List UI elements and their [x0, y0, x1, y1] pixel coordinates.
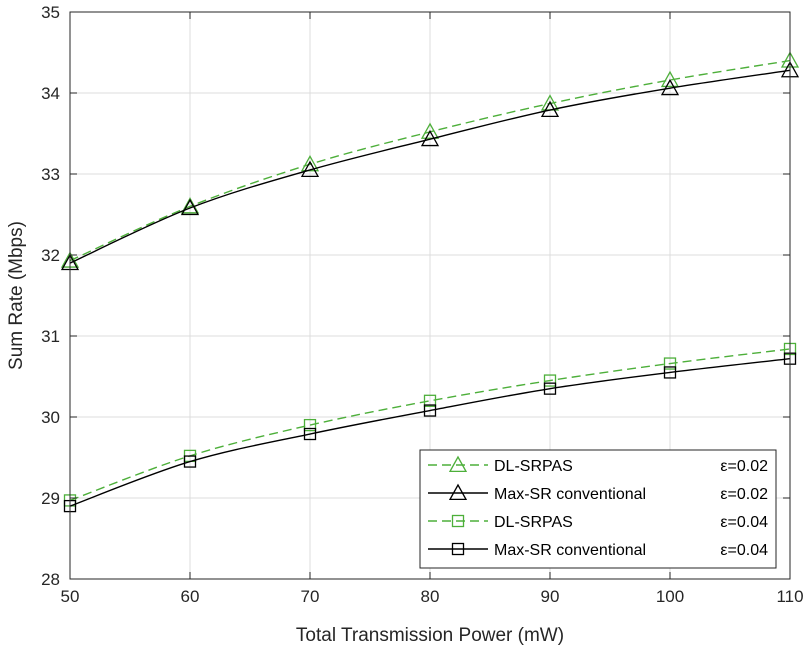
x-tick-label: 110 [776, 587, 803, 606]
legend-item: DL-SRPAS ε=0.02 [428, 455, 768, 475]
series-2 [60, 60, 800, 271]
y-tick-label: 28 [41, 570, 60, 589]
data-point [303, 427, 317, 441]
data-point [183, 455, 197, 468]
data-point [300, 154, 320, 172]
data-point [663, 357, 677, 370]
data-point [423, 404, 437, 417]
y-axis-title: Sum Rate (Mbps) [6, 221, 27, 370]
x-tick-label: 70 [301, 587, 320, 606]
x-tick-label: 90 [541, 587, 560, 606]
legend-marker [451, 514, 465, 528]
data-point [660, 70, 680, 88]
series-line [69, 69, 791, 264]
data-point [543, 382, 557, 395]
data-point [420, 129, 440, 147]
y-tick-label: 33 [41, 165, 60, 184]
data-point [540, 100, 560, 118]
y-tick-label: 32 [41, 246, 60, 265]
legend-item: Max-SR conventional ε=0.02 [428, 483, 768, 503]
data-point [423, 394, 437, 407]
y-tick-label: 35 [41, 3, 60, 22]
series-line [69, 357, 791, 507]
legend-epsilon: ε=0.02 [720, 486, 768, 503]
legend-epsilon: ε=0.04 [720, 542, 768, 559]
legend-item: Max-SR conventional ε=0.04 [428, 542, 768, 559]
legend-label: DL-SRPAS [494, 458, 573, 475]
legend-item: DL-SRPAS ε=0.04 [428, 514, 768, 531]
axis-ticks: 50 60 70 80 90 100 110 28 29 30 31 32 33 34 35 [41, 3, 803, 606]
data-point [300, 160, 320, 178]
legend-label: DL-SRPAS [494, 514, 573, 531]
y-tick-label: 31 [41, 327, 60, 346]
y-tick-label: 29 [41, 489, 60, 508]
y-tick-label: 34 [41, 84, 60, 103]
data-point [663, 366, 677, 379]
legend-label: Max-SR conventional [494, 486, 646, 503]
legend-label: Max-SR conventional [494, 542, 646, 559]
legend-marker [448, 455, 468, 473]
legend-epsilon: ε=0.04 [720, 514, 768, 531]
data-point [420, 122, 440, 139]
x-tick-label: 50 [61, 587, 80, 606]
x-tick-label: 80 [421, 587, 440, 606]
data-point [303, 418, 317, 432]
data-point [660, 78, 680, 96]
series-group [60, 51, 800, 513]
legend-epsilon: ε=0.02 [720, 458, 768, 475]
legend-marker [451, 542, 465, 556]
data-point [180, 198, 200, 216]
x-tick-label: 100 [656, 587, 684, 606]
y-tick-label: 30 [41, 408, 60, 427]
x-tick-label: 60 [181, 587, 200, 606]
data-point [543, 374, 557, 387]
legend-marker [448, 483, 468, 501]
x-axis-title: Total Transmission Power (mW) [296, 625, 564, 646]
data-point [180, 197, 200, 214]
